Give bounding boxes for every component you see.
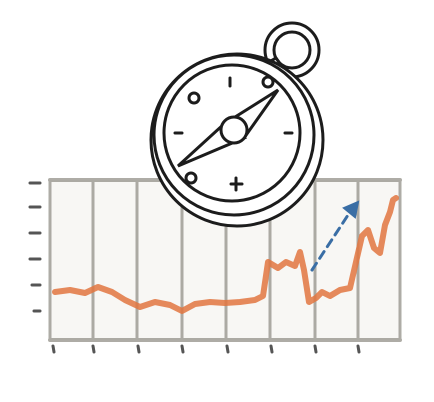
tick: [180, 344, 185, 354]
tick: [136, 344, 141, 354]
tick: [225, 344, 230, 354]
arrow-head: [342, 200, 360, 219]
compass-dot: [187, 91, 201, 105]
tick: [91, 344, 96, 354]
tick: [269, 344, 274, 354]
compass-face: [162, 63, 302, 203]
needle-hub: [219, 115, 249, 145]
compass-rim: [152, 53, 316, 217]
trend-line: [52, 195, 399, 314]
compass-dot: [184, 171, 198, 185]
forecast-arrow: [310, 210, 352, 272]
bottom-ticks: [51, 344, 361, 354]
left-ticks: [28, 181, 42, 313]
compass-dot: [261, 75, 275, 89]
tick: [356, 344, 361, 354]
compass-ring-inner: [272, 30, 312, 70]
tick: [51, 344, 56, 354]
compass: [149, 21, 325, 228]
tick: [313, 344, 318, 354]
